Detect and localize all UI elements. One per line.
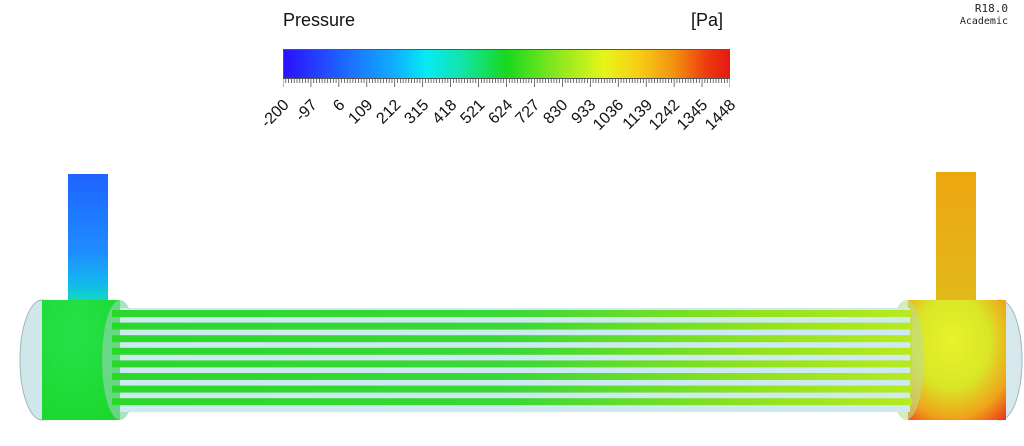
- version-label: R18.0: [974, 2, 1008, 15]
- colorbar-tick-label: 212: [373, 96, 405, 128]
- colorbar-ticks: [283, 79, 730, 87]
- tube: [112, 322, 912, 330]
- colorbar-tick-label: 1242: [646, 96, 684, 134]
- pressure-colorbar: [283, 49, 730, 79]
- version-watermark: R18.0 Academic: [960, 2, 1008, 28]
- colorbar-tick-label: 624: [484, 96, 516, 128]
- tube: [112, 310, 912, 317]
- colorbar-tick-label: 1345: [674, 96, 712, 134]
- colorbar-tick-label: 418: [429, 96, 460, 128]
- colorbar-tick-label: -97: [292, 96, 321, 126]
- colorbar-tick-label: 1139: [619, 96, 657, 133]
- colorbar-tick-label: 933: [568, 96, 600, 128]
- colorbar-tick-label: 6: [330, 96, 349, 115]
- edition-label: Academic: [959, 16, 1008, 27]
- tube: [112, 360, 912, 368]
- colorbar-tick-label: 109: [345, 96, 377, 128]
- tube: [112, 385, 912, 393]
- tube: [112, 373, 912, 380]
- colorbar-tick-label: 1448: [702, 96, 740, 134]
- tube: [112, 398, 912, 406]
- colorbar-tick-label: -200: [258, 96, 293, 132]
- legend-title: Pressure: [283, 10, 356, 30]
- tube: [112, 335, 912, 343]
- colorbar-tick-label: 315: [401, 96, 433, 128]
- heat-exchanger-model: [19, 172, 1023, 421]
- colorbar-tick-label: 727: [512, 96, 544, 128]
- legend-unit: [Pa]: [691, 10, 724, 30]
- colorbar-tick-label: 830: [540, 96, 572, 128]
- tube: [112, 347, 912, 355]
- colorbar-tick-label: 1036: [590, 96, 628, 134]
- colorbar-tick-label: 521: [457, 96, 488, 128]
